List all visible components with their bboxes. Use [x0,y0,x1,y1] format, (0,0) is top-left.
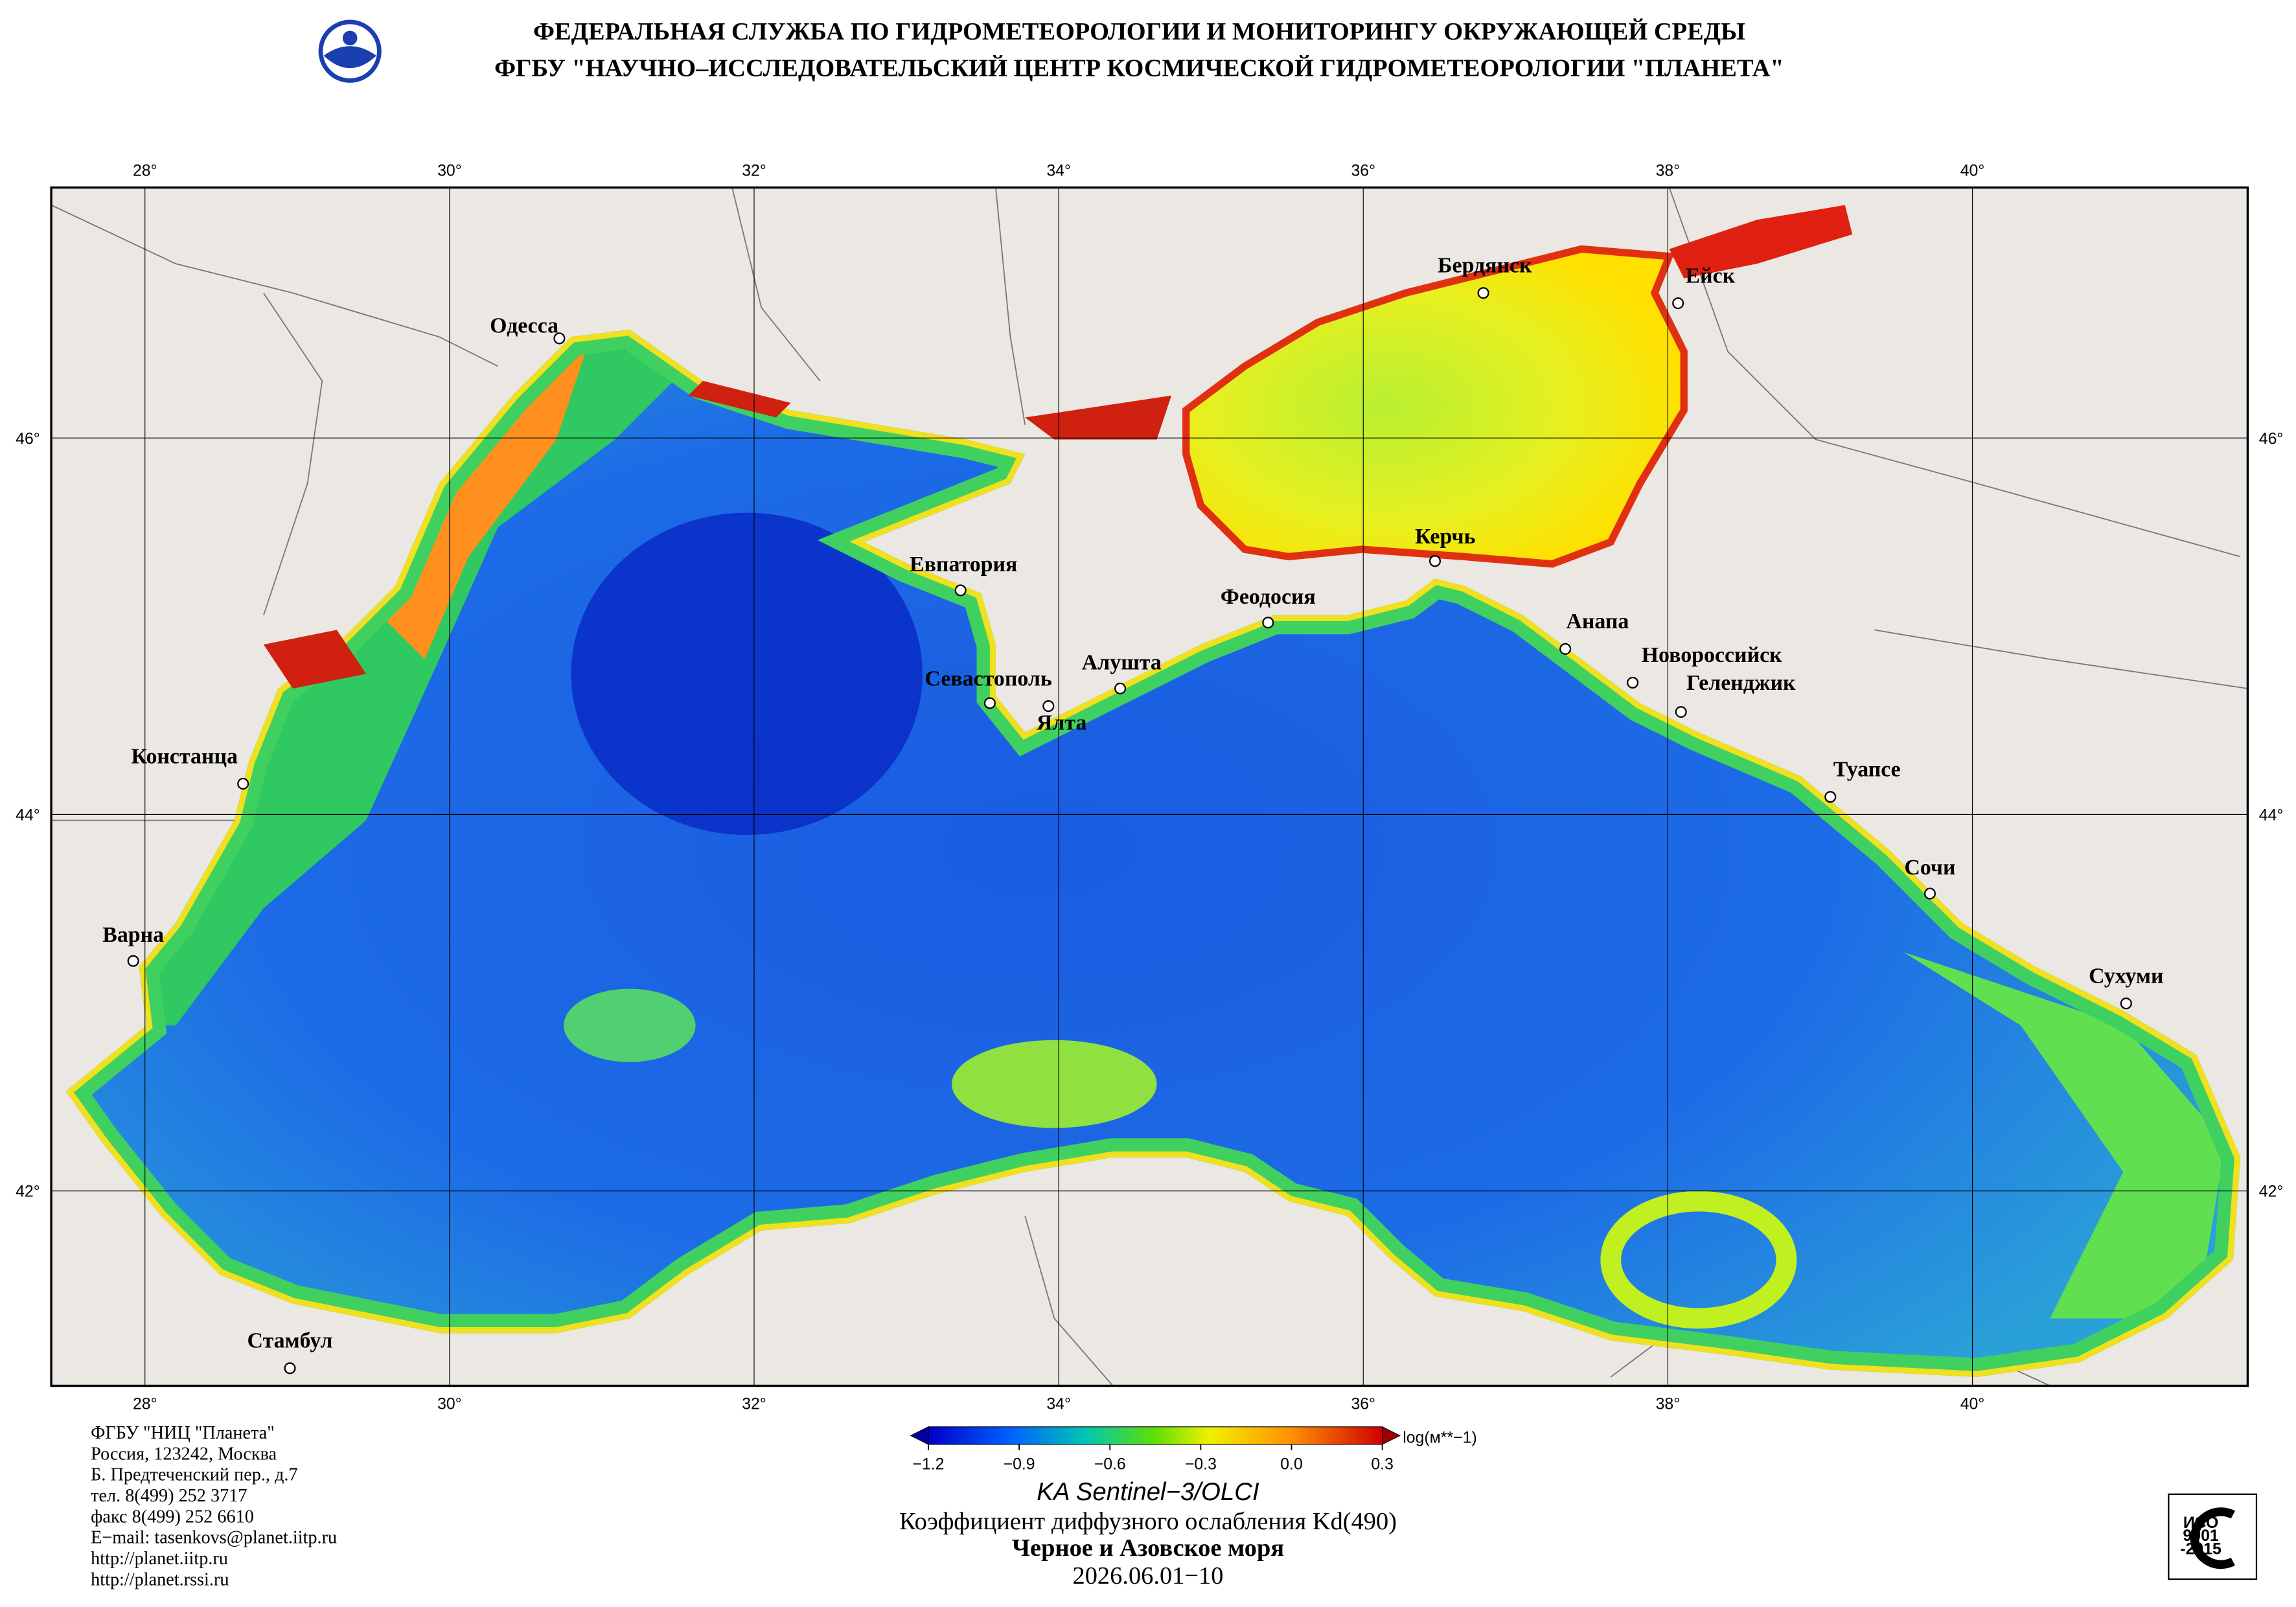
coastal-lagoons [263,381,1172,689]
lon-label-bottom: 34° [1046,1395,1071,1413]
lon-label-bottom: 40° [1960,1395,1985,1413]
city-dot [1627,676,1639,689]
certificate-text: -2015 [2180,1540,2221,1558]
city-dot [1477,287,1489,299]
lat-label-left: 46° [16,429,40,448]
colorbar [928,1426,1383,1445]
city-label: Керчь [1415,525,1475,549]
colorbar-tick-label: −0.9 [1004,1455,1035,1473]
city-label: Бердянск [1438,254,1532,278]
city-dot [1114,682,1127,695]
city-label: Констанца [132,744,238,768]
taganrog-bay [1669,205,1853,279]
footer-line: Россия, 123242, Москва [91,1444,277,1464]
footer-line: Б. Предтеченский пер., д.7 [91,1465,297,1485]
city-dot [1672,297,1684,310]
colorbar-arrow-low [910,1426,929,1445]
city-dot [954,584,967,597]
city-dot [1824,791,1837,803]
lat-label-left: 42° [16,1183,40,1201]
satellite: KA Sentinel−3/OLCI [1037,1478,1259,1506]
city-label: Севастополь [924,667,1051,690]
lat-label-right: 46° [2259,429,2284,448]
footer-line: тел. 8(499) 252 3717 [91,1486,247,1506]
certificate-text: ИСО [2183,1514,2219,1532]
header-line: ФЕДЕРАЛЬНАЯ СЛУЖБА ПО ГИДРОМЕТЕОРОЛОГИИ … [533,18,1745,45]
header-line: ФГБУ "НАУЧНО–ИССЛЕДОВАТЕЛЬСКИЙ ЦЕНТР КОС… [494,55,1784,82]
city-label: Сухуми [2089,964,2163,988]
city-label: Сочи [1904,856,1955,880]
colorbar-tick-label: 0.0 [1280,1455,1303,1473]
logo [318,19,382,83]
lat-label-right: 42° [2259,1183,2284,1201]
lon-label-top: 34° [1046,161,1071,179]
city-label: Варна [102,923,164,947]
footer-line: http://planet.iitp.ru [91,1549,228,1569]
azov-sea [1182,245,1688,568]
city-label: Одесса [490,313,558,337]
footer-line: факс 8(499) 252 6610 [91,1507,254,1527]
lon-label-top: 28° [133,161,157,179]
colorbar-tick-label: 0.3 [1371,1455,1394,1473]
city-dot [127,955,139,967]
lon-label-top: 36° [1351,161,1375,179]
city-label: Алушта [1082,651,1162,675]
lon-label-top: 32° [742,161,766,179]
lon-label-top: 38° [1656,161,1681,179]
city-dot [1923,887,1936,900]
city-label: Анапа [1566,610,1629,633]
lat-label-right: 44° [2259,806,2284,825]
city-label: Стамбул [247,1329,333,1353]
city-label: Новороссийск [1642,643,1782,667]
city-dot [284,1362,296,1374]
footer-line: ФГБУ "НИЦ "Планета" [91,1423,275,1443]
colorbar-tick-label: −0.6 [1094,1455,1126,1473]
certificate-text: 9001 [2183,1527,2218,1545]
certificate [2168,1493,2258,1580]
colorbar-tick-label: −1.2 [912,1455,944,1473]
city-label: Феодосия [1221,585,1316,609]
lon-label-top: 30° [437,161,462,179]
lon-label-bottom: 36° [1351,1395,1375,1413]
colorbar-tick-label: −0.3 [1185,1455,1217,1473]
region: Черное и Азовское моря [1012,1534,1284,1562]
city-dot [1559,643,1572,655]
lon-label-bottom: 38° [1656,1395,1681,1413]
lon-label-bottom: 30° [437,1395,462,1413]
city-dot [553,332,566,345]
colorbar-unit: log(м**−1) [1403,1429,1476,1447]
date: 2026.06.01−10 [1073,1562,1224,1590]
city-label: Геленджик [1686,671,1796,695]
city-dot [237,777,249,790]
city-label: Туапсе [1833,758,1901,782]
city-dot [983,697,996,709]
lat-label-left: 44° [16,806,40,825]
footer-line: E−mail: tasenkovs@planet.iitp.ru [91,1528,337,1548]
city-dot [2120,997,2132,1010]
city-dot [1042,700,1055,712]
city-label: Евпатория [910,553,1017,576]
city-label: Ейск [1686,264,1736,288]
footer-line: http://planet.rssi.ru [91,1569,229,1590]
lon-label-top: 40° [1960,161,1985,179]
map-frame [50,186,2249,1387]
lon-label-bottom: 28° [133,1395,157,1413]
colorbar-arrow-high [1382,1426,1401,1445]
city-dot [1262,617,1274,629]
city-dot [1675,706,1687,718]
product: Коэффициент диффузного ослабления Kd(490… [899,1508,1397,1535]
city-label: Ялта [1037,711,1087,735]
lon-label-bottom: 32° [742,1395,766,1413]
city-dot [1429,555,1441,567]
